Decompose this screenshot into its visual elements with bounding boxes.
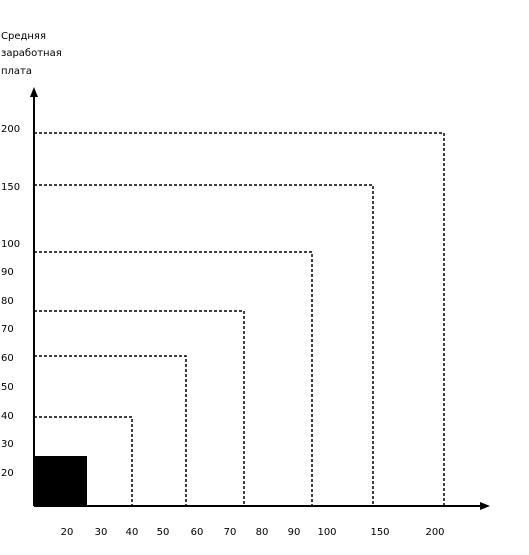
y-tick-label: 70 xyxy=(1,324,14,335)
x-tick-label: 20 xyxy=(61,527,74,538)
dashed-square-3 xyxy=(34,310,245,506)
y-tick-label: 40 xyxy=(1,411,14,422)
x-tick-label: 30 xyxy=(95,527,108,538)
y-tick-label: 20 xyxy=(1,468,14,479)
x-tick-label: 60 xyxy=(191,527,204,538)
dashed-square-2 xyxy=(34,355,187,506)
y-tick-label: 150 xyxy=(1,182,20,193)
y-tick-label: 50 xyxy=(1,382,14,393)
axes xyxy=(30,87,490,510)
y-tick-label: 200 xyxy=(1,124,20,135)
x-tick-label: 50 xyxy=(157,527,170,538)
y-axis-arrowhead xyxy=(30,87,38,97)
x-tick-label: 90 xyxy=(288,527,301,538)
dashed-square-6 xyxy=(34,132,445,506)
x-tick-label: 200 xyxy=(425,527,444,538)
x-tick-label: 70 xyxy=(224,527,237,538)
dashed-square-1 xyxy=(34,416,133,506)
x-tick-label: 80 xyxy=(256,527,269,538)
y-tick-label: 30 xyxy=(1,439,14,450)
x-tick-label: 150 xyxy=(370,527,389,538)
dashed-square-4 xyxy=(34,251,313,506)
y-axis-label-line-1: Средняя xyxy=(1,31,46,42)
y-tick-label: 100 xyxy=(1,239,20,250)
y-axis-label-line-2: заработная xyxy=(1,48,62,59)
x-axis-arrowhead xyxy=(480,502,490,510)
dashed-squares-group xyxy=(34,132,445,506)
y-axis-label-line-3: плата xyxy=(1,66,33,77)
dashed-square-5 xyxy=(34,184,374,506)
x-tick-label: 100 xyxy=(317,527,336,538)
y-tick-labels: 200 150 100 90 80 70 60 50 40 30 20 xyxy=(1,124,20,479)
x-tick-label: 40 xyxy=(126,527,139,538)
filled-square xyxy=(34,456,87,506)
x-tick-labels: 20 30 40 50 60 70 80 90 100 150 200 xyxy=(61,527,445,538)
y-tick-label: 90 xyxy=(1,267,14,278)
y-tick-label: 60 xyxy=(1,353,14,364)
y-tick-label: 80 xyxy=(1,296,14,307)
